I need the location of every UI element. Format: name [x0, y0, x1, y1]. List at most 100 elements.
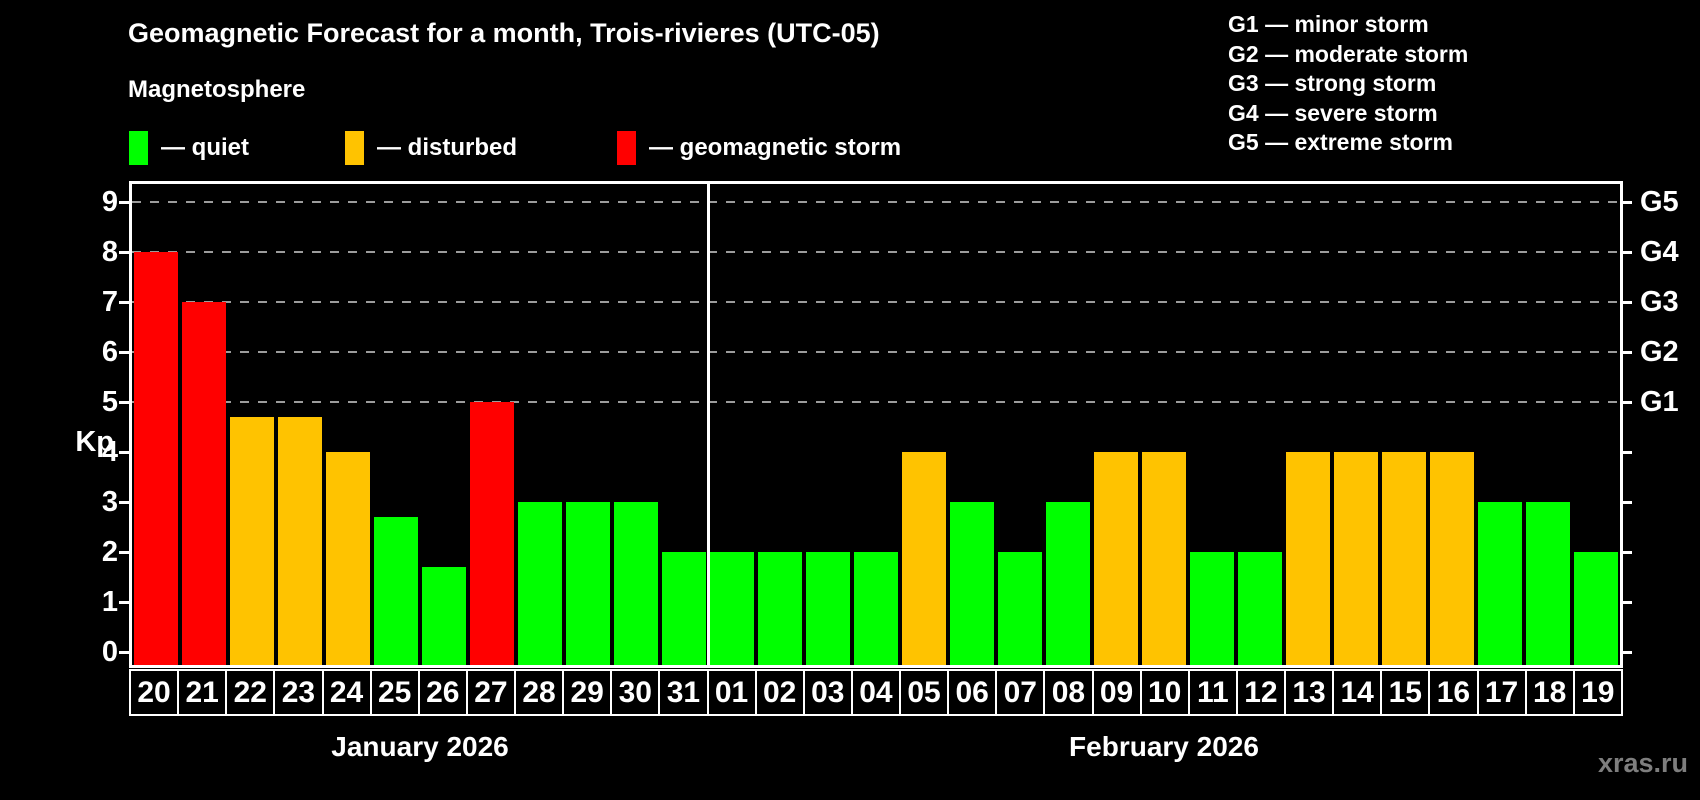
- kp-bar-16: [1430, 452, 1474, 665]
- left-tick-kp-7: [119, 301, 131, 304]
- right-tick-kp-9: [1620, 201, 1632, 204]
- legend-item-disturbed: — disturbed: [345, 128, 517, 168]
- kp-bar-08: [1046, 502, 1090, 665]
- kp-bar-01: [710, 552, 754, 665]
- kp-bar-22: [230, 417, 274, 665]
- day-label-08: 08: [1043, 669, 1094, 716]
- legend-item-quiet: — quiet: [129, 128, 249, 168]
- kp-bar-03: [806, 552, 850, 665]
- day-label-05: 05: [899, 669, 950, 716]
- day-label-28: 28: [514, 669, 565, 716]
- day-label-21: 21: [177, 669, 228, 716]
- gridline-g5: [132, 201, 1620, 203]
- y-axis-tick-label-6: 6: [101, 336, 118, 368]
- y-axis-title: Kp: [75, 426, 114, 458]
- kp-bar-12: [1238, 552, 1282, 665]
- kp-bar-29: [566, 502, 610, 665]
- left-tick-kp-9: [119, 201, 131, 204]
- left-tick-kp-1: [119, 601, 131, 604]
- g-level-label-g4: G4: [1640, 236, 1679, 268]
- kp-bar-04: [854, 552, 898, 665]
- day-label-11: 11: [1187, 669, 1238, 716]
- left-tick-kp-6: [119, 351, 131, 354]
- day-label-07: 07: [995, 669, 1046, 716]
- disturbed-color-swatch: [345, 131, 364, 165]
- day-label-03: 03: [802, 669, 853, 716]
- legend-label-storm: — geomagnetic storm: [649, 134, 902, 161]
- gridline-g3: [132, 301, 1620, 303]
- kp-bar-06: [950, 502, 994, 665]
- kp-bar-13: [1286, 452, 1330, 665]
- day-label-25: 25: [369, 669, 420, 716]
- kp-bar-10: [1142, 452, 1186, 665]
- kp-bar-26: [422, 567, 466, 665]
- day-label-31: 31: [658, 669, 709, 716]
- gridline-g2: [132, 351, 1620, 353]
- kp-bar-19: [1574, 552, 1618, 665]
- kp-bar-20: [134, 252, 178, 665]
- page-title: Geomagnetic Forecast for a month, Trois-…: [128, 18, 880, 48]
- right-tick-kp-2: [1620, 551, 1632, 554]
- day-label-27: 27: [465, 669, 516, 716]
- magnetosphere-label: Magnetosphere: [128, 76, 306, 103]
- kp-bar-18: [1526, 502, 1570, 665]
- gridline-g1: [132, 401, 1620, 403]
- left-tick-kp-0: [119, 651, 131, 654]
- y-axis-tick-label-3: 3: [101, 486, 118, 518]
- kp-bar-15: [1382, 452, 1426, 665]
- kp-bar-27: [470, 402, 514, 665]
- legend-label-disturbed: — disturbed: [377, 134, 518, 161]
- kp-bar-09: [1094, 452, 1138, 665]
- kp-bar-14: [1334, 452, 1378, 665]
- y-axis-tick-label-2: 2: [101, 536, 118, 568]
- left-tick-kp-8: [119, 251, 131, 254]
- day-label-06: 06: [947, 669, 998, 716]
- g-legend-item: G2 — moderate storm: [1228, 40, 1469, 67]
- y-axis-tick-label-9: 9: [101, 186, 118, 218]
- month-label-february: February 2026: [1069, 731, 1259, 762]
- y-axis-tick-label-4: 4: [101, 436, 118, 468]
- storm-color-swatch: [617, 131, 636, 165]
- right-tick-kp-6: [1620, 351, 1632, 354]
- x-axis-day-row: 20 21 22 23 24 25 26 27 28 29 30 31 01 02 03 04 05 06 07 08…: [129, 669, 1623, 716]
- day-label-16: 16: [1428, 669, 1479, 716]
- g-scale-legend: G1 — minor storm G2 — moderate storm G3 — …: [1228, 10, 1468, 158]
- right-tick-kp-5: [1620, 401, 1632, 404]
- quiet-color-swatch: [129, 131, 148, 165]
- day-label-19: 19: [1572, 669, 1623, 716]
- g-level-label-g5: G5: [1640, 186, 1679, 218]
- day-label-12: 12: [1235, 669, 1286, 716]
- day-label-18: 18: [1524, 669, 1575, 716]
- y-axis-tick-label-5: 5: [101, 386, 118, 418]
- day-label-22: 22: [225, 669, 276, 716]
- y-axis-tick-label-8: 8: [101, 236, 118, 268]
- legend-label-quiet: — quiet: [161, 134, 249, 161]
- day-label-13: 13: [1284, 669, 1335, 716]
- day-label-09: 09: [1091, 669, 1142, 716]
- left-tick-kp-3: [119, 501, 131, 504]
- g-legend-item: G5 — extreme storm: [1228, 129, 1453, 155]
- kp-bar-07: [998, 552, 1042, 665]
- kp-bar-24: [326, 452, 370, 665]
- kp-bar-25: [374, 517, 418, 665]
- kp-bar-02: [758, 552, 802, 665]
- right-tick-kp-3: [1620, 501, 1632, 504]
- kp-bar-28: [518, 502, 562, 665]
- day-label-20: 20: [129, 669, 180, 716]
- right-tick-kp-4: [1620, 451, 1632, 454]
- gridline-g4: [132, 251, 1620, 253]
- kp-bar-23: [278, 417, 322, 665]
- day-label-14: 14: [1332, 669, 1383, 716]
- right-tick-kp-0: [1620, 651, 1632, 654]
- right-tick-kp-1: [1620, 601, 1632, 604]
- month-divider-line: [707, 184, 710, 665]
- left-tick-kp-4: [119, 451, 131, 454]
- y-axis-tick-label-0: 0: [101, 636, 118, 668]
- right-tick-kp-8: [1620, 251, 1632, 254]
- day-label-24: 24: [321, 669, 372, 716]
- kp-bar-05: [902, 452, 946, 665]
- g-legend-item: G3 — strong storm: [1228, 70, 1437, 96]
- day-label-02: 02: [754, 669, 805, 716]
- kp-bar-31: [662, 552, 706, 665]
- kp-bar-21: [182, 302, 226, 665]
